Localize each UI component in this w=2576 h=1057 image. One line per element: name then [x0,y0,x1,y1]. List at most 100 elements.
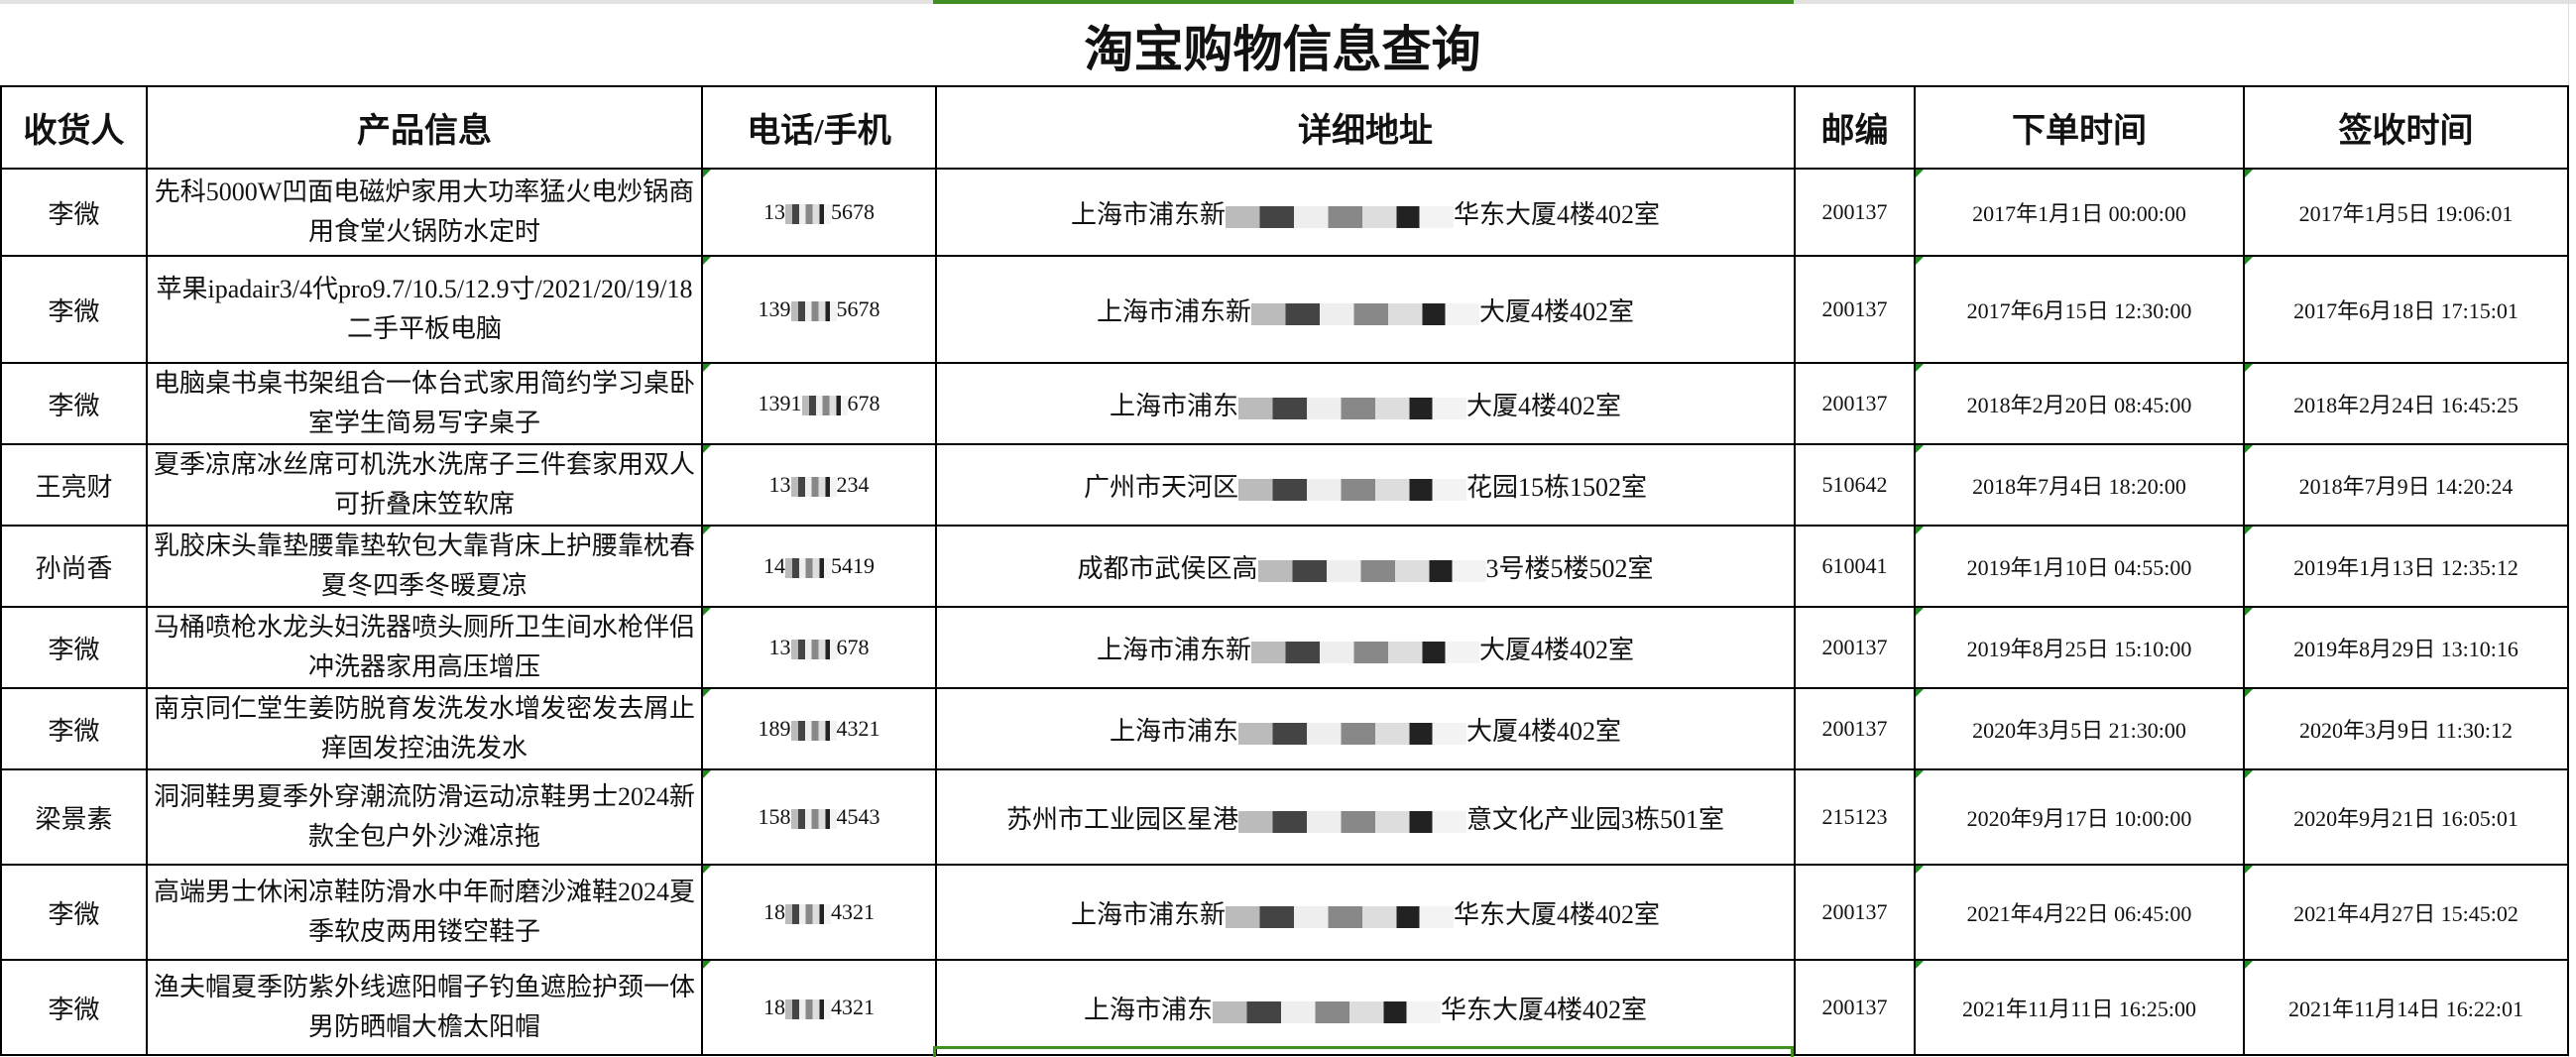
address-cell[interactable]: 上海市浦东 大厦4楼402室 [935,687,1796,770]
header-order-time[interactable]: 下单时间 [1914,85,2245,170]
product-cell[interactable]: 乳胶床头靠垫腰靠垫软包大靠背床上护腰靠枕春夏冬四季冬暖夏凉 [146,525,703,608]
recipient-cell[interactable]: 李微 [0,959,148,1056]
header-recipient[interactable]: 收货人 [0,85,148,170]
header-address[interactable]: 详细地址 [935,85,1796,170]
header-phone[interactable]: 电话/手机 [701,85,937,170]
header-row: 收货人 产品信息 电话/手机 详细地址 邮编 下单时间 签收时间 [0,85,2569,170]
zip-cell[interactable]: 200137 [1794,864,1916,961]
zip-cell[interactable]: 200137 [1794,959,1916,1056]
comment-marker-icon [703,170,711,177]
address-visible-prefix: 上海市浦东新 [1096,635,1251,664]
address-visible-prefix: 上海市浦东 [1109,716,1238,746]
phone-cell[interactable]: 14 5419 [701,525,937,608]
zip-cell[interactable]: 200137 [1794,687,1916,770]
address-cell[interactable]: 上海市浦东新 大厦4楼402室 [935,606,1796,689]
zip-cell[interactable]: 510642 [1794,443,1916,527]
address-visible-suffix: 花园15栋1502室 [1466,472,1648,502]
product-cell[interactable]: 高端男士休闲凉鞋防滑水中年耐磨沙滩鞋2024夏季软皮两用镂空鞋子 [146,864,703,961]
sign-time-cell[interactable]: 2020年9月21日 16:05:01 [2243,768,2569,866]
phone-visible-suffix: 5419 [831,553,875,578]
sign-time-cell[interactable]: 2021年4月27日 15:45:02 [2243,864,2569,961]
order-time-cell[interactable]: 2020年3月5日 21:30:00 [1914,687,2245,770]
product-cell[interactable]: 夏季凉席冰丝席可机洗水洗席子三件套家用双人可折叠床笠软席 [146,443,703,527]
phone-cell[interactable]: 139 5678 [701,255,937,364]
sign-time-text: 2017年1月5日 19:06:01 [2298,201,2514,226]
order-time-cell[interactable]: 2019年1月10日 04:55:00 [1914,525,2245,608]
product-cell[interactable]: 渔夫帽夏季防紫外线遮阳帽子钓鱼遮脸护颈一体男防晒帽大檐太阳帽 [146,959,703,1056]
order-time-text: 2021年11月11日 16:25:00 [1961,997,2197,1021]
address-cell[interactable]: 上海市浦东新 华东大厦4楼402室 [935,168,1796,257]
phone-cell[interactable]: 18 4321 [701,959,937,1056]
sign-time-cell[interactable]: 2019年8月29日 13:10:16 [2243,606,2569,689]
phone-visible-suffix: 4321 [831,995,875,1019]
recipient-cell[interactable]: 李微 [0,362,148,445]
recipient-cell[interactable]: 李微 [0,606,148,689]
product-cell[interactable]: 苹果ipadair3/4代pro9.7/10.5/12.9寸/2021/20/1… [146,255,703,364]
phone-cell[interactable]: 1391 678 [701,362,937,445]
address-cell[interactable]: 上海市浦东 华东大厦4楼402室 [935,959,1796,1056]
table-row: 李微 电脑桌书桌书架组合一体台式家用简约学习桌卧室学生简易写字桌子 1391 678 上… [0,362,2569,445]
phone-visible-suffix: 234 [836,472,870,497]
header-sign-time[interactable]: 签收时间 [2243,85,2569,170]
header-product[interactable]: 产品信息 [146,85,703,170]
zip-cell[interactable]: 610041 [1794,525,1916,608]
zip-cell[interactable]: 200137 [1794,168,1916,257]
table-row: 李微 马桶喷枪水龙头妇洗器喷头厕所卫生间水枪伴侣冲洗器家用高压增压 13 678 上海市… [0,606,2569,689]
recipient-cell[interactable]: 梁景素 [0,768,148,866]
sign-time-cell[interactable]: 2019年1月13日 12:35:12 [2243,525,2569,608]
gridline [2568,0,2569,1057]
order-time-text: 2019年1月10日 04:55:00 [1966,555,2192,580]
phone-cell[interactable]: 18 4321 [701,864,937,961]
order-time-cell[interactable]: 2018年2月20日 08:45:00 [1914,362,2245,445]
phone-cell[interactable]: 13 234 [701,443,937,527]
redaction-mosaic [785,203,831,224]
recipient-cell[interactable]: 李微 [0,687,148,770]
product-cell[interactable]: 南京同仁堂生姜防脱育发洗发水增发密发去屑止痒固发控油洗发水 [146,687,703,770]
comment-marker-icon [1916,170,1924,177]
order-time-cell[interactable]: 2020年9月17日 10:00:00 [1914,768,2245,866]
recipient-cell[interactable]: 李微 [0,255,148,364]
cell-selection-box[interactable] [933,1046,1794,1057]
sheet-title[interactable]: 淘宝购物信息查询 [1084,21,1481,77]
sign-time-cell[interactable]: 2017年6月18日 17:15:01 [2243,255,2569,364]
order-time-cell[interactable]: 2021年4月22日 06:45:00 [1914,864,2245,961]
phone-visible-suffix: 5678 [831,199,875,224]
selected-column-indicator [933,0,1794,4]
order-time-cell[interactable]: 2017年6月15日 12:30:00 [1914,255,2245,364]
product-cell[interactable]: 马桶喷枪水龙头妇洗器喷头厕所卫生间水枪伴侣冲洗器家用高压增压 [146,606,703,689]
address-cell[interactable]: 上海市浦东 大厦4楼402室 [935,362,1796,445]
address-cell[interactable]: 苏州市工业园区星港 意文化产业园3栋501室 [935,768,1796,866]
zip-cell[interactable]: 200137 [1794,255,1916,364]
order-time-cell[interactable]: 2021年11月11日 16:25:00 [1914,959,2245,1056]
zip-cell[interactable]: 200137 [1794,362,1916,445]
phone-cell[interactable]: 158 4543 [701,768,937,866]
recipient-cell[interactable]: 李微 [0,168,148,257]
phone-cell[interactable]: 13 678 [701,606,937,689]
order-time-cell[interactable]: 2018年7月4日 18:20:00 [1914,443,2245,527]
comment-marker-icon [1916,608,1924,616]
product-cell[interactable]: 洞洞鞋男夏季外穿潮流防滑运动凉鞋男士2024新款全包户外沙滩凉拖 [146,768,703,866]
order-time-cell[interactable]: 2017年1月1日 00:00:00 [1914,168,2245,257]
product-cell[interactable]: 电脑桌书桌书架组合一体台式家用简约学习桌卧室学生简易写字桌子 [146,362,703,445]
zip-cell[interactable]: 200137 [1794,606,1916,689]
recipient-cell[interactable]: 孙尚香 [0,525,148,608]
sign-time-cell[interactable]: 2018年7月9日 14:20:24 [2243,443,2569,527]
sign-time-cell[interactable]: 2018年2月24日 16:45:25 [2243,362,2569,445]
column-header-strip [0,0,2576,4]
address-cell[interactable]: 成都市武侯区高 3号楼5楼502室 [935,525,1796,608]
address-cell[interactable]: 上海市浦东新 华东大厦4楼402室 [935,864,1796,961]
sign-time-cell[interactable]: 2020年3月9日 11:30:12 [2243,687,2569,770]
product-cell[interactable]: 先科5000W凹面电磁炉家用大功率猛火电炒锅商用食堂火锅防水定时 [146,168,703,257]
sign-time-cell[interactable]: 2021年11月14日 16:22:01 [2243,959,2569,1056]
recipient-cell[interactable]: 李微 [0,864,148,961]
sign-time-cell[interactable]: 2017年1月5日 19:06:01 [2243,168,2569,257]
zip-cell[interactable]: 215123 [1794,768,1916,866]
phone-cell[interactable]: 13 5678 [701,168,937,257]
address-cell[interactable]: 上海市浦东新 大厦4楼402室 [935,255,1796,364]
address-cell[interactable]: 广州市天河区 花园15栋1502室 [935,443,1796,527]
redaction-mosaic [1226,205,1454,228]
order-time-cell[interactable]: 2019年8月25日 15:10:00 [1914,606,2245,689]
recipient-cell[interactable]: 王亮财 [0,443,148,527]
header-zip[interactable]: 邮编 [1794,85,1916,170]
phone-cell[interactable]: 189 4321 [701,687,937,770]
